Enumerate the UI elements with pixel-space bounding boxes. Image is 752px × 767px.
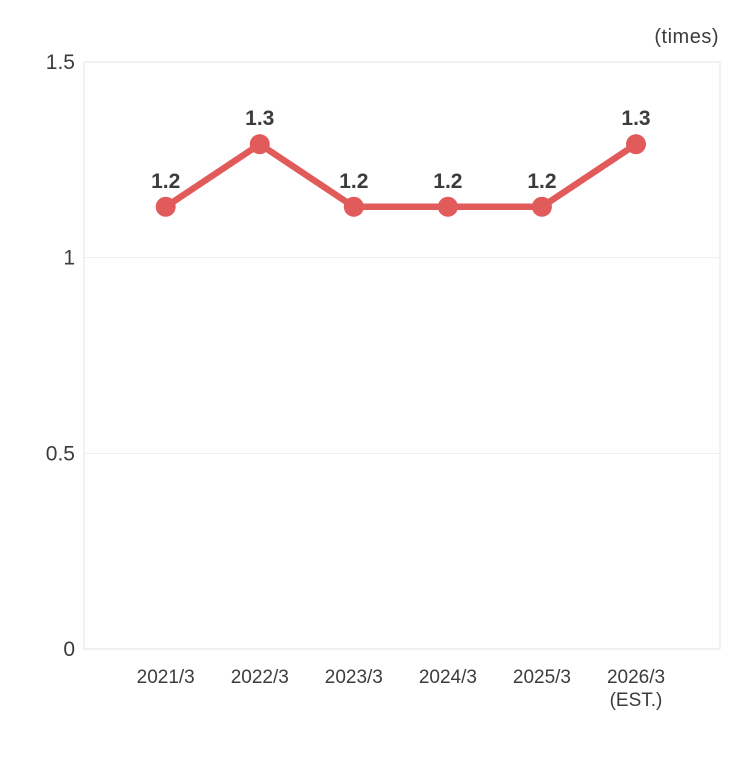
x-tick-label: 2025/3 (513, 667, 571, 688)
data-label: 1.2 (527, 170, 556, 193)
x-tick-label: 2021/3 (137, 667, 195, 688)
y-tick-label: 1.5 (46, 51, 75, 74)
x-tick-label: 2024/3 (419, 667, 477, 688)
data-point (626, 134, 646, 155)
data-label: 1.2 (339, 170, 368, 193)
data-point (437, 196, 458, 217)
x-tick-sublabel: (EST.) (610, 690, 663, 711)
x-tick-label: 2022/3 (231, 667, 289, 688)
data-label: 1.3 (621, 107, 650, 130)
series-line (162, 140, 640, 211)
unit-label: (times) (654, 26, 719, 48)
data-label: 1.2 (433, 170, 462, 193)
data-label: 1.2 (151, 170, 180, 193)
y-tick-label: 1 (63, 247, 75, 270)
data-label: 1.3 (245, 107, 274, 130)
data-point (249, 134, 270, 155)
x-tick-label: 2023/3 (325, 667, 383, 688)
data-point (531, 196, 552, 217)
y-tick-label: 0.5 (46, 442, 75, 465)
x-tick-label: 2026/3 (607, 667, 665, 688)
data-point (343, 196, 364, 217)
y-tick-label: 0 (63, 638, 75, 661)
plot-border (83, 61, 721, 650)
data-point (155, 196, 176, 217)
